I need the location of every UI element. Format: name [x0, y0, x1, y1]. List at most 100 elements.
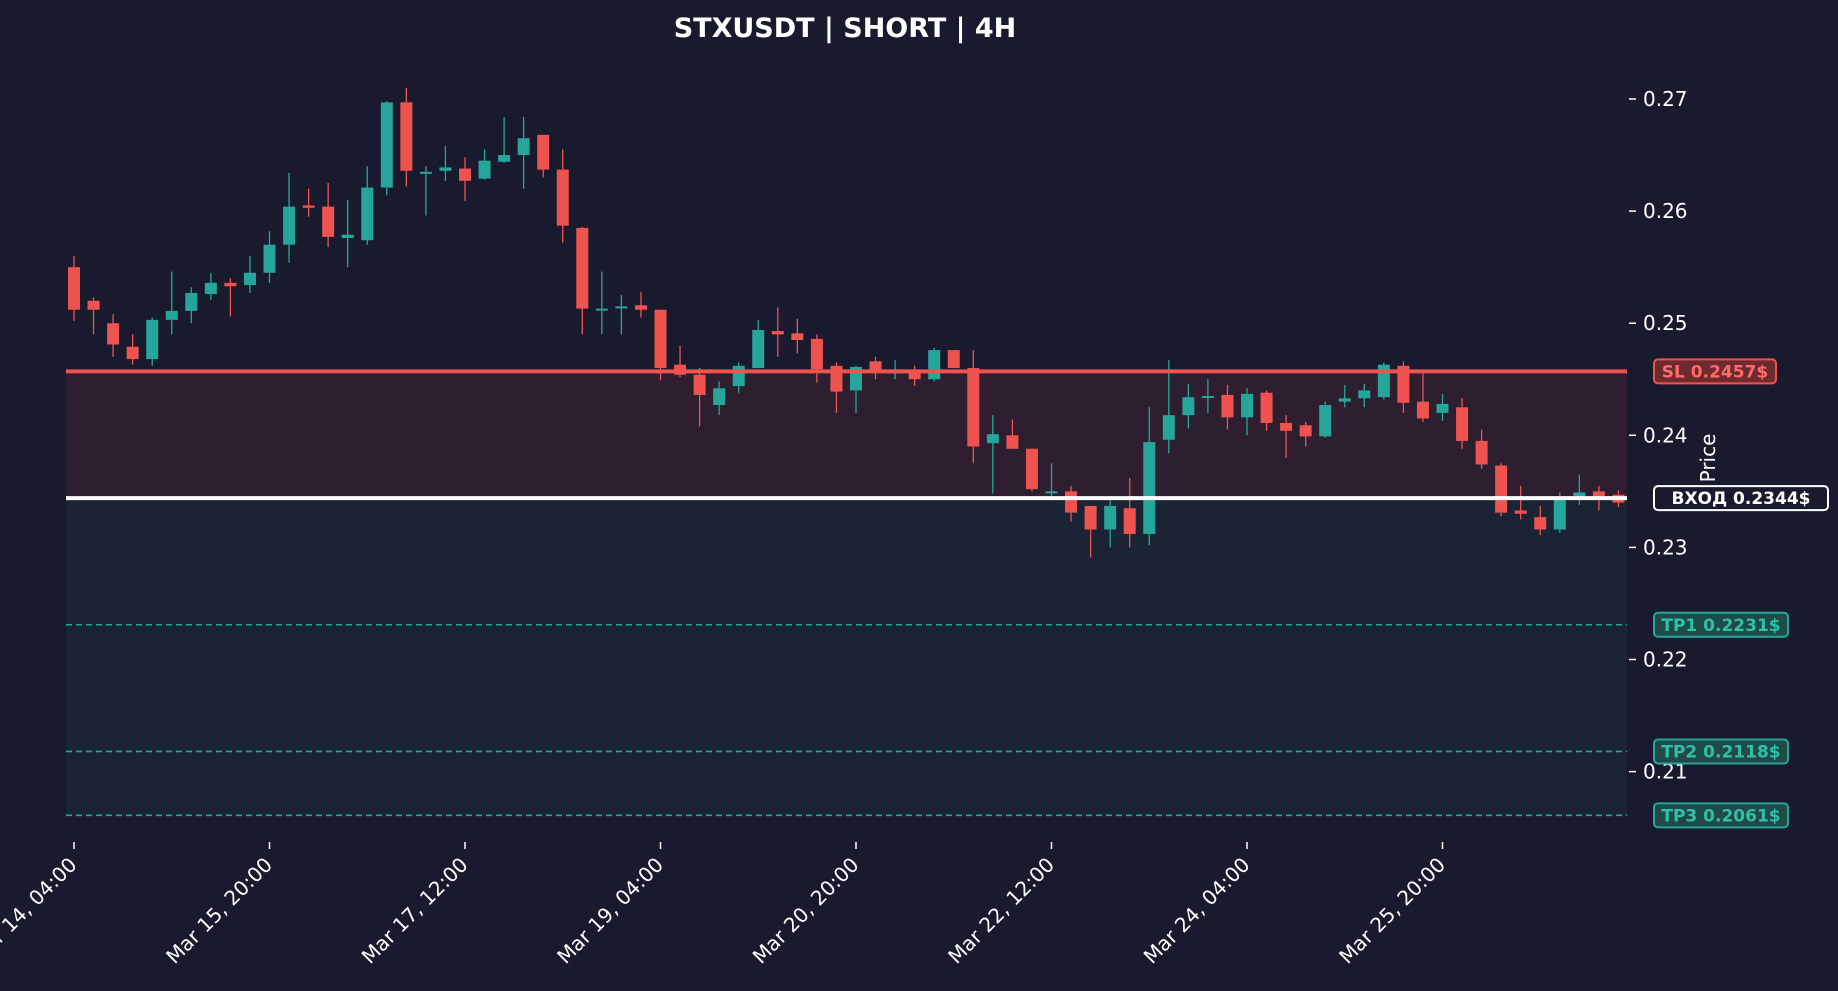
- candle-body: [634, 305, 647, 310]
- candle-body: [1045, 491, 1058, 494]
- candle-body: [752, 329, 765, 369]
- y-tick-label: 0.24: [1643, 423, 1688, 447]
- candle-body: [204, 282, 217, 295]
- candle: [1045, 463, 1058, 501]
- candle: [1241, 388, 1253, 436]
- candle-body: [224, 282, 237, 287]
- candle-body: [459, 168, 471, 181]
- candle: [1123, 477, 1136, 548]
- candle-body: [1319, 405, 1332, 437]
- candle: [947, 350, 960, 369]
- candle-body: [1241, 393, 1253, 418]
- candle: [752, 319, 765, 369]
- candle-body: [126, 346, 139, 360]
- candle: [302, 188, 315, 217]
- sl-badge-box: [1653, 358, 1777, 385]
- candle-body: [1514, 510, 1527, 514]
- y-tick-label: 0.23: [1643, 535, 1688, 559]
- candle: [165, 271, 178, 335]
- candle: [263, 231, 276, 283]
- candle: [1084, 505, 1097, 558]
- candle-body: [1475, 440, 1488, 465]
- y-axis-label: Price: [1696, 434, 1720, 483]
- candle: [400, 87, 413, 187]
- candle-body: [1260, 392, 1273, 423]
- candle: [1514, 485, 1527, 520]
- candle-body: [68, 267, 80, 310]
- candle-body: [243, 272, 256, 286]
- candle-body: [556, 169, 569, 226]
- candle-body: [693, 374, 706, 395]
- candle: [1221, 384, 1234, 430]
- candle: [185, 287, 198, 324]
- candle: [869, 356, 882, 380]
- tp3-badge-box: [1653, 802, 1789, 829]
- candle: [1534, 505, 1547, 536]
- candle: [1104, 498, 1117, 548]
- candle-body: [302, 205, 315, 208]
- candle-body: [1104, 505, 1117, 530]
- candle: [146, 317, 159, 366]
- candle-body: [419, 171, 432, 174]
- candle-body: [1065, 491, 1078, 513]
- candle: [791, 318, 804, 354]
- candle: [243, 255, 256, 293]
- candle-body: [87, 300, 100, 310]
- candle-body: [986, 434, 999, 444]
- tp2-badge: TP2 0.2118$: [1653, 738, 1789, 765]
- candle-body: [1299, 425, 1312, 437]
- candle-body: [283, 206, 296, 245]
- candle-body: [439, 167, 452, 171]
- candle-body: [1573, 492, 1586, 497]
- candle-body: [1416, 401, 1429, 419]
- candle: [634, 291, 647, 318]
- candle: [1338, 384, 1351, 408]
- sl-badge: SL 0.2457$: [1653, 358, 1777, 385]
- candle: [615, 295, 628, 335]
- risk-zone: [66, 371, 1627, 499]
- candle-body: [1123, 508, 1136, 534]
- candle-body: [928, 350, 941, 380]
- candle: [1436, 393, 1449, 421]
- candle-body: [1025, 448, 1038, 490]
- candle: [693, 368, 706, 427]
- candle-body: [1456, 407, 1469, 441]
- candle-body: [1553, 498, 1566, 530]
- y-tick-label: 0.27: [1643, 87, 1688, 111]
- candle-body: [146, 319, 159, 360]
- candle: [361, 166, 374, 245]
- candle-body: [1338, 398, 1351, 402]
- candle-body: [1201, 396, 1214, 399]
- candle-body: [107, 323, 120, 345]
- candle-body: [517, 138, 530, 156]
- candle-body: [1143, 442, 1156, 534]
- candle: [478, 149, 491, 180]
- candle-body: [810, 338, 823, 370]
- candle: [1280, 415, 1293, 458]
- candle-body: [400, 102, 413, 171]
- candle: [459, 157, 471, 202]
- entry-badge-text: ВХОД 0.2344$: [1671, 489, 1810, 509]
- reward-zone: [66, 498, 1627, 816]
- y-tick-label: 0.22: [1643, 648, 1688, 672]
- candle: [1006, 419, 1019, 449]
- candle: [1143, 407, 1156, 546]
- candle: [498, 116, 511, 163]
- candle: [107, 314, 120, 357]
- candle-body: [1162, 415, 1175, 440]
- candle-body: [595, 308, 608, 311]
- candle: [595, 271, 608, 335]
- candle: [1299, 421, 1312, 447]
- candle: [576, 226, 589, 335]
- candle-body: [498, 155, 511, 162]
- tp2-badge-text: TP2 0.2118$: [1661, 742, 1780, 762]
- candle-body: [732, 365, 745, 386]
- tp1-badge: TP1 0.2231$: [1653, 611, 1789, 638]
- candle-body: [380, 102, 393, 188]
- candle-body: [165, 310, 178, 320]
- candle-body: [537, 134, 550, 170]
- candle: [517, 116, 530, 189]
- tp1-badge-box: [1653, 611, 1789, 638]
- candle-body: [1084, 505, 1097, 530]
- candle: [556, 149, 569, 243]
